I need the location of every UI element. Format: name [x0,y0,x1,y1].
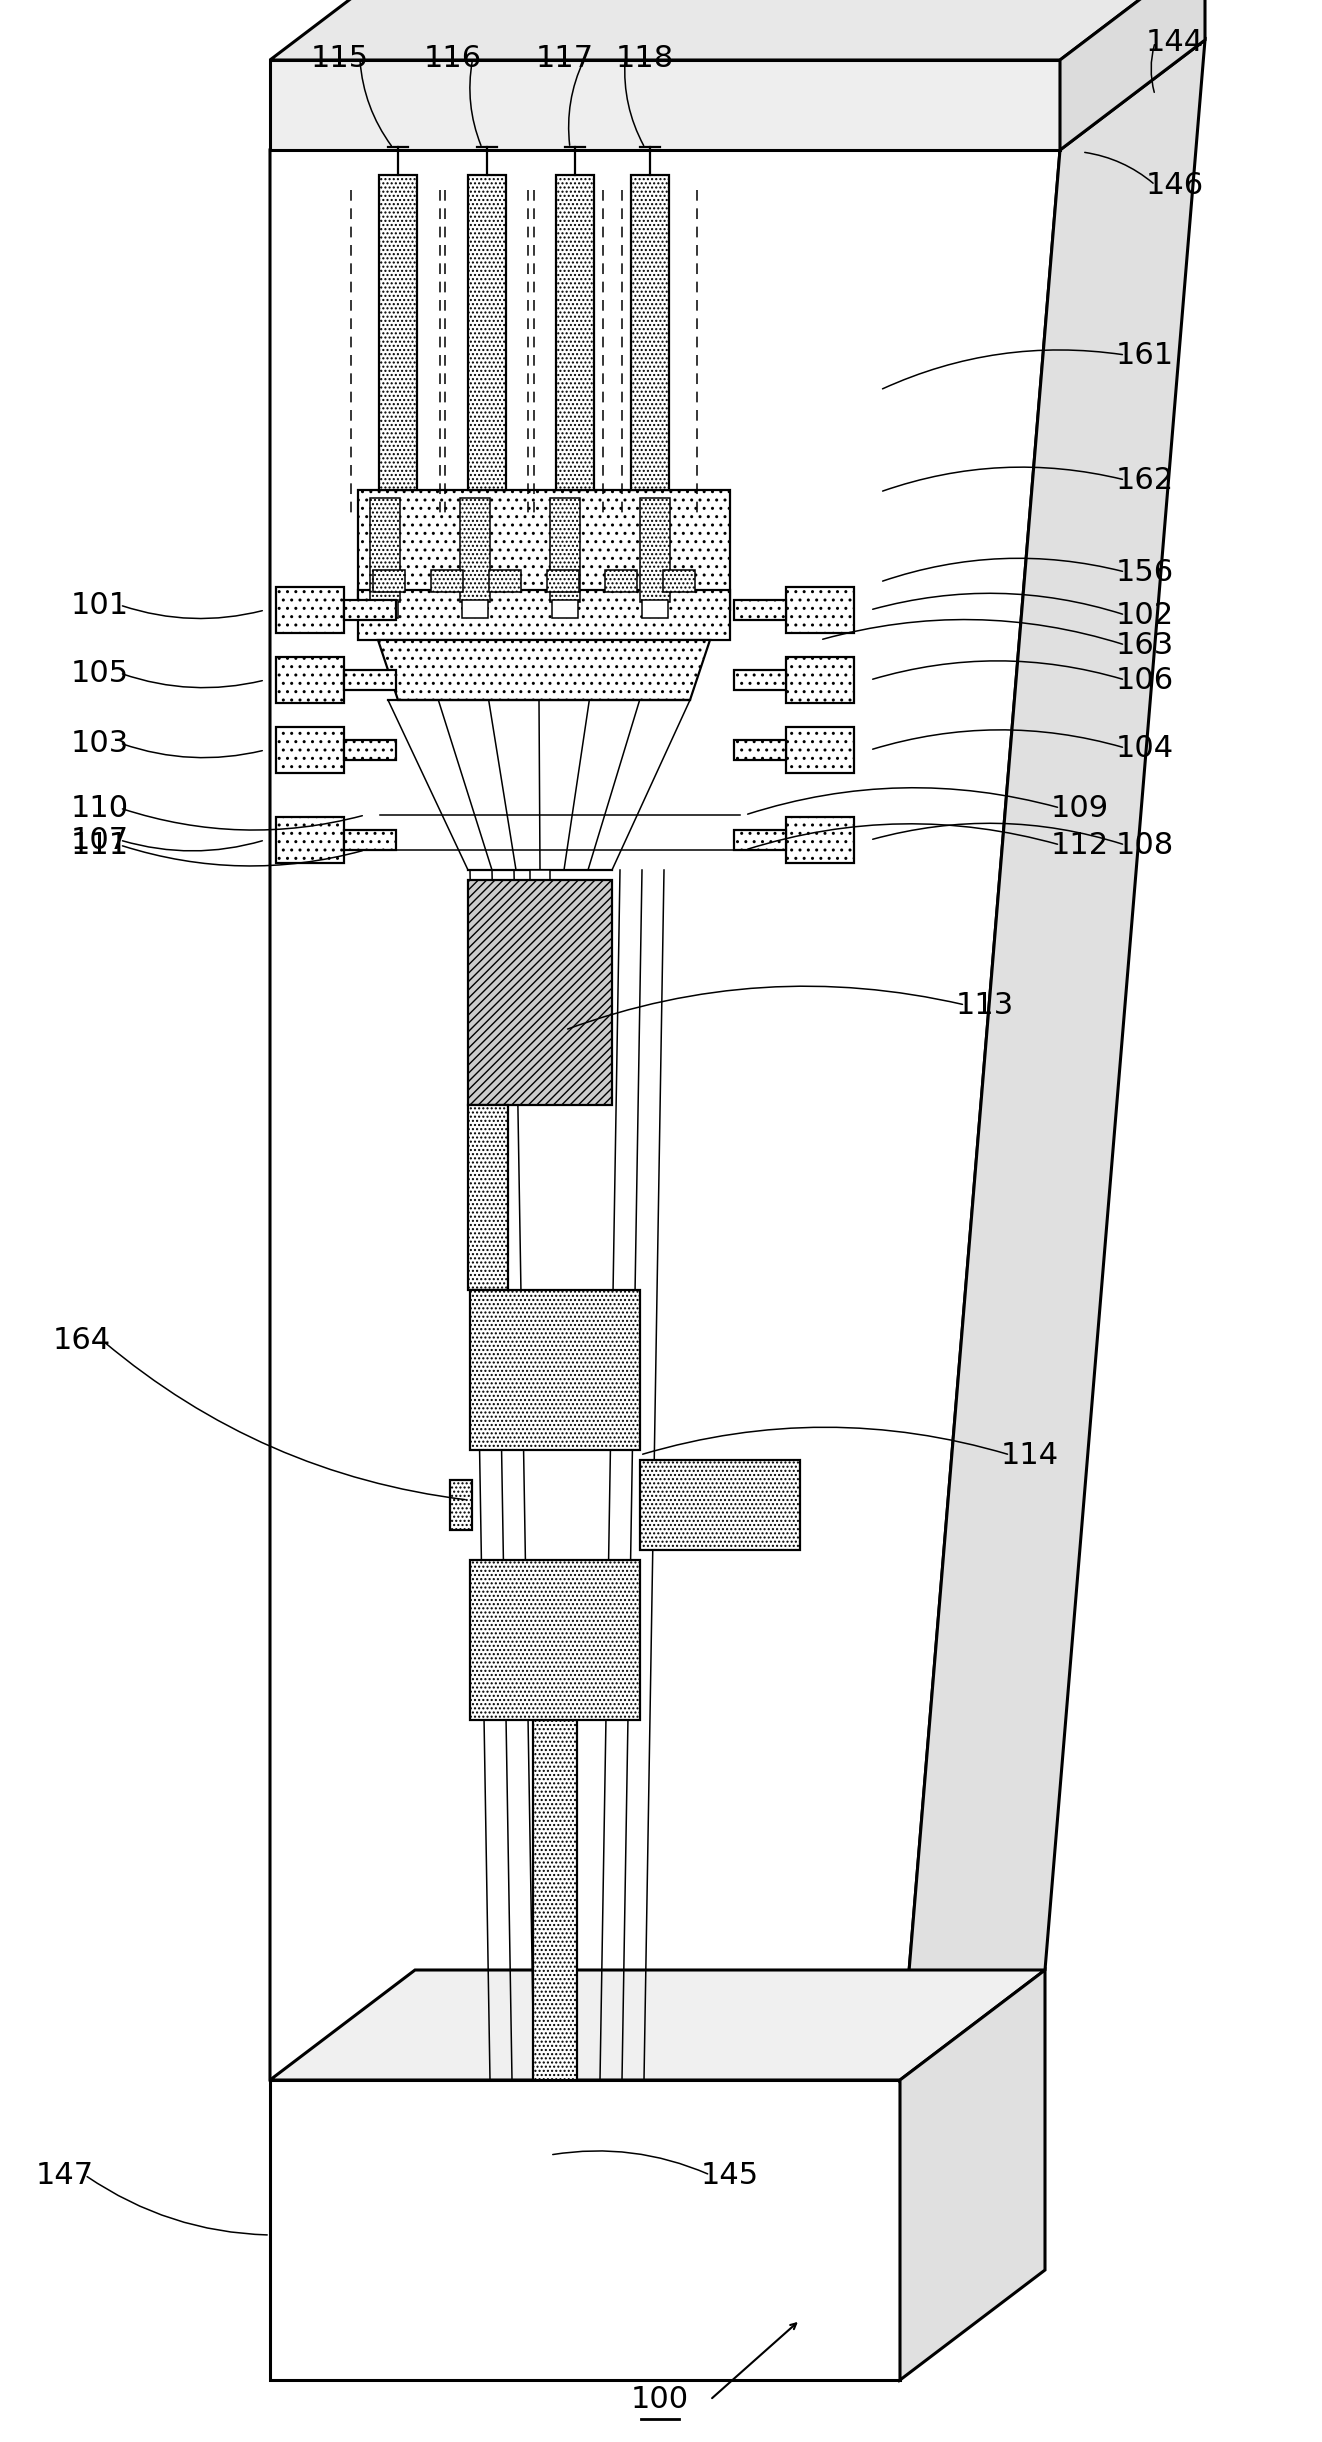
Bar [787,586,854,632]
Text: 147: 147 [36,2161,94,2190]
Polygon shape [270,2081,900,2381]
Bar [431,569,463,591]
Text: 144: 144 [1146,27,1204,56]
Bar [344,830,397,850]
Bar [468,176,506,491]
Text: 116: 116 [424,44,483,73]
Text: 115: 115 [311,44,369,73]
Text: 113: 113 [956,991,1014,1018]
Bar [276,657,344,703]
Bar [276,728,344,774]
Text: 146: 146 [1146,171,1204,200]
Text: 145: 145 [701,2161,759,2190]
Text: 106: 106 [1116,667,1174,694]
Bar [276,818,344,862]
Bar [358,591,730,640]
Text: 103: 103 [71,728,130,757]
Text: 114: 114 [1001,1441,1059,1470]
Polygon shape [900,1971,1044,2381]
Bar [460,498,490,603]
Text: 162: 162 [1116,466,1174,493]
Polygon shape [270,0,1204,61]
Bar [468,1104,508,1289]
Bar [373,569,405,591]
Bar [489,569,521,591]
Bar [547,569,579,591]
Bar [344,669,397,691]
Bar [461,601,488,618]
Text: 161: 161 [1116,339,1174,369]
Bar [734,830,787,850]
Text: 107: 107 [71,825,130,855]
Text: 109: 109 [1051,794,1109,823]
Polygon shape [900,39,1204,2081]
Text: 111: 111 [71,830,130,860]
Bar [787,657,854,703]
Bar [471,1560,640,1719]
Bar [553,601,578,618]
Text: 102: 102 [1116,601,1174,630]
Bar [640,498,670,603]
Text: 101: 101 [71,591,130,620]
Polygon shape [270,39,1204,149]
Bar [557,176,594,491]
Text: 105: 105 [71,659,130,689]
Bar [533,1719,576,2081]
Bar [344,601,397,620]
Bar [468,879,612,1104]
Polygon shape [378,640,710,701]
Bar [787,818,854,862]
Bar [642,601,668,618]
Bar [631,176,669,491]
Bar [379,176,416,491]
Text: 100: 100 [631,2386,689,2415]
Bar [550,498,580,603]
Bar [640,1460,800,1551]
Bar [358,491,730,610]
Bar [664,569,695,591]
Polygon shape [270,61,1060,149]
Polygon shape [1060,0,1204,149]
Polygon shape [270,149,1060,2081]
Bar [370,498,401,603]
Bar [471,1289,640,1451]
Text: 112: 112 [1051,830,1109,860]
Bar [530,869,550,884]
Text: 163: 163 [1116,630,1174,659]
Bar [734,601,787,620]
Bar [734,669,787,691]
Text: 108: 108 [1116,830,1174,860]
Bar [734,740,787,759]
Bar [371,601,398,618]
Polygon shape [270,1971,1044,2081]
Bar [344,740,397,759]
Text: 118: 118 [616,44,674,73]
Bar [449,1480,472,1531]
Bar [605,569,637,591]
Text: 110: 110 [71,794,130,823]
Text: 156: 156 [1116,557,1174,586]
Text: 164: 164 [53,1326,111,1355]
Text: 117: 117 [535,44,594,73]
Bar [787,728,854,774]
Text: 104: 104 [1116,733,1174,762]
Bar [276,586,344,632]
